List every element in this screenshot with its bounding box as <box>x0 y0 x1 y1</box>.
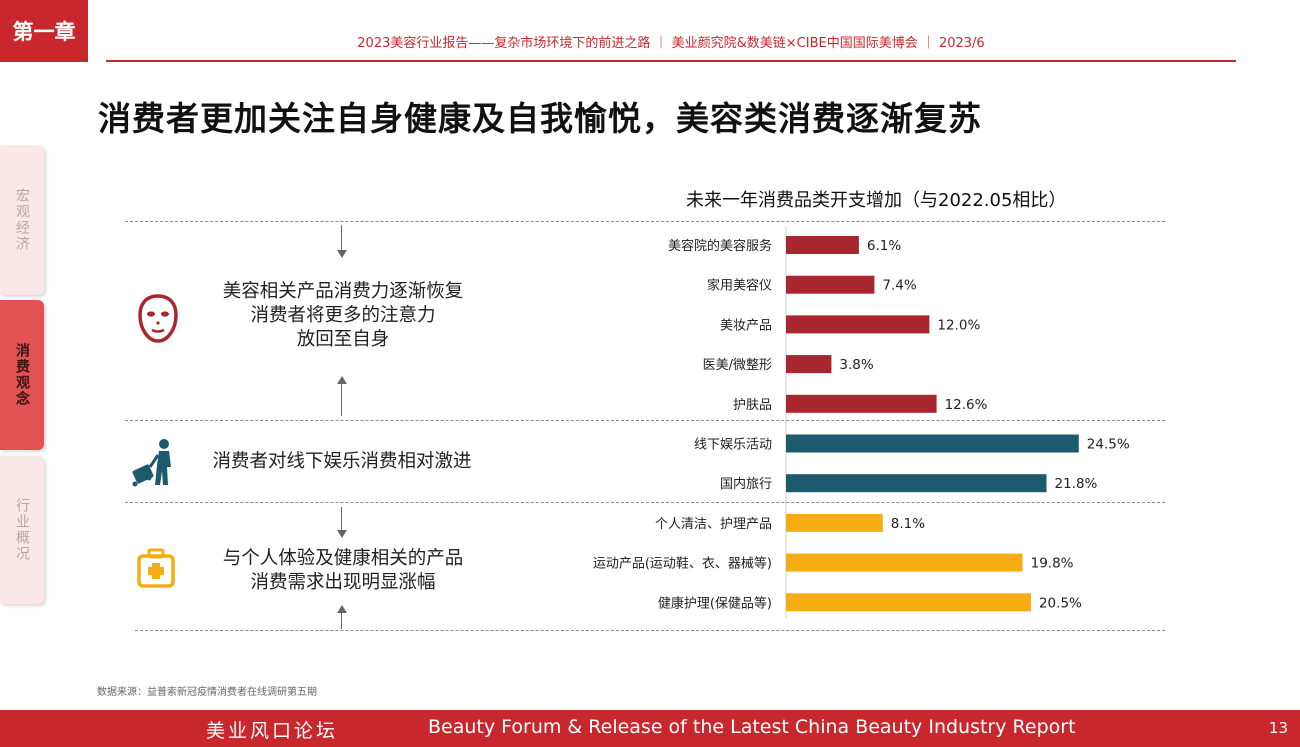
bar <box>786 434 1079 453</box>
bar <box>786 513 883 532</box>
category-label: 国内旅行 <box>720 476 772 492</box>
value-label: 7.4% <box>882 278 916 294</box>
footer-bar: 美业风口论坛 Beauty Forum & Release of the Lat… <box>0 710 1300 747</box>
bar <box>786 474 1047 493</box>
side-tab-macro[interactable]: 宏观经济 <box>0 145 44 295</box>
footer-report-title: Beauty Forum & Release of the Latest Chi… <box>428 716 1076 738</box>
divider-top <box>125 221 1165 222</box>
value-label: 3.8% <box>839 357 873 373</box>
arrow-up-icon <box>337 376 347 384</box>
section-line: 消费者将更多的注意力 <box>250 305 436 326</box>
arrow-down-line <box>341 225 342 250</box>
section-line: 消费者对线下娱乐消费相对激进 <box>212 451 472 472</box>
side-tab-industry[interactable]: 行业概况 <box>0 456 44 604</box>
category-label: 护肤品 <box>733 398 772 413</box>
category-label: 美妆产品 <box>720 318 772 333</box>
divider-2 <box>125 502 1165 503</box>
bar <box>786 315 930 334</box>
category-label: 医美/微整形 <box>703 358 772 373</box>
value-label: 21.8% <box>1055 476 1098 492</box>
divider-1 <box>125 420 1165 421</box>
category-label: 家用美容仪 <box>707 278 772 294</box>
chapter-tag: 第一章 <box>0 0 88 62</box>
arrow-down-icon <box>337 530 347 538</box>
bar <box>786 553 1023 572</box>
page-title: 消费者更加关注自身健康及自我愉悦，美容类消费逐渐复苏 <box>98 99 982 138</box>
medical-kit-icon <box>137 548 175 588</box>
traveler-luggage-icon <box>132 439 171 487</box>
chart-title: 未来一年消费品类开支增加（与2022.05相比） <box>686 190 1067 211</box>
category-label: 运动产品(运动鞋、衣、器械等) <box>593 556 772 572</box>
arrow-down-icon <box>337 250 347 258</box>
header-divider <box>106 60 1236 62</box>
header-text: 2023美容行业报告——复杂市场环境下的前进之路 ｜ 美业颜究院&数美链×CIB… <box>357 36 985 51</box>
category-label: 美容院的美容服务 <box>668 238 772 254</box>
side-tab-consumption[interactable]: 消费观念 <box>0 300 44 450</box>
category-label: 健康护理(保健品等) <box>658 595 772 611</box>
value-label: 12.0% <box>937 317 980 333</box>
divider-bottom <box>135 630 1165 631</box>
section-line: 放回至自身 <box>296 329 390 350</box>
value-label: 19.8% <box>1031 556 1074 572</box>
face-mask-icon <box>138 294 178 343</box>
arrow-up-icon <box>337 605 347 613</box>
arrow-up-line <box>341 613 342 629</box>
arrow-up-line <box>341 384 342 416</box>
section-text-leisure: 消费者对线下娱乐消费相对激进 <box>192 450 492 474</box>
bar <box>786 275 875 294</box>
source-note: 数据来源：益普索新冠疫情消费者在线调研第五期 <box>97 687 317 698</box>
value-label: 12.6% <box>945 397 988 413</box>
section-line: 消费需求出现明显涨幅 <box>250 572 436 593</box>
section-line: 与个人体验及健康相关的产品 <box>222 548 464 569</box>
value-label: 20.5% <box>1039 595 1082 611</box>
footer-forum-name: 美业风口论坛 <box>206 720 339 742</box>
category-label: 个人清洁、护理产品 <box>655 517 772 532</box>
arrow-down-line <box>341 507 342 530</box>
value-label: 8.1% <box>891 516 925 532</box>
bar <box>786 593 1031 612</box>
category-label: 线下娱乐活动 <box>694 438 772 453</box>
bar <box>786 394 937 413</box>
section-line: 美容相关产品消费力逐渐恢复 <box>222 281 464 302</box>
value-label: 6.1% <box>867 238 901 254</box>
bar <box>786 236 859 254</box>
page-number: 13 <box>1268 719 1288 737</box>
section-text-beauty: 美容相关产品消费力逐渐恢复 消费者将更多的注意力 放回至自身 <box>198 280 488 352</box>
value-label: 24.5% <box>1087 437 1130 453</box>
section-text-health: 与个人体验及健康相关的产品 消费需求出现明显涨幅 <box>198 547 488 595</box>
bar <box>786 355 832 374</box>
